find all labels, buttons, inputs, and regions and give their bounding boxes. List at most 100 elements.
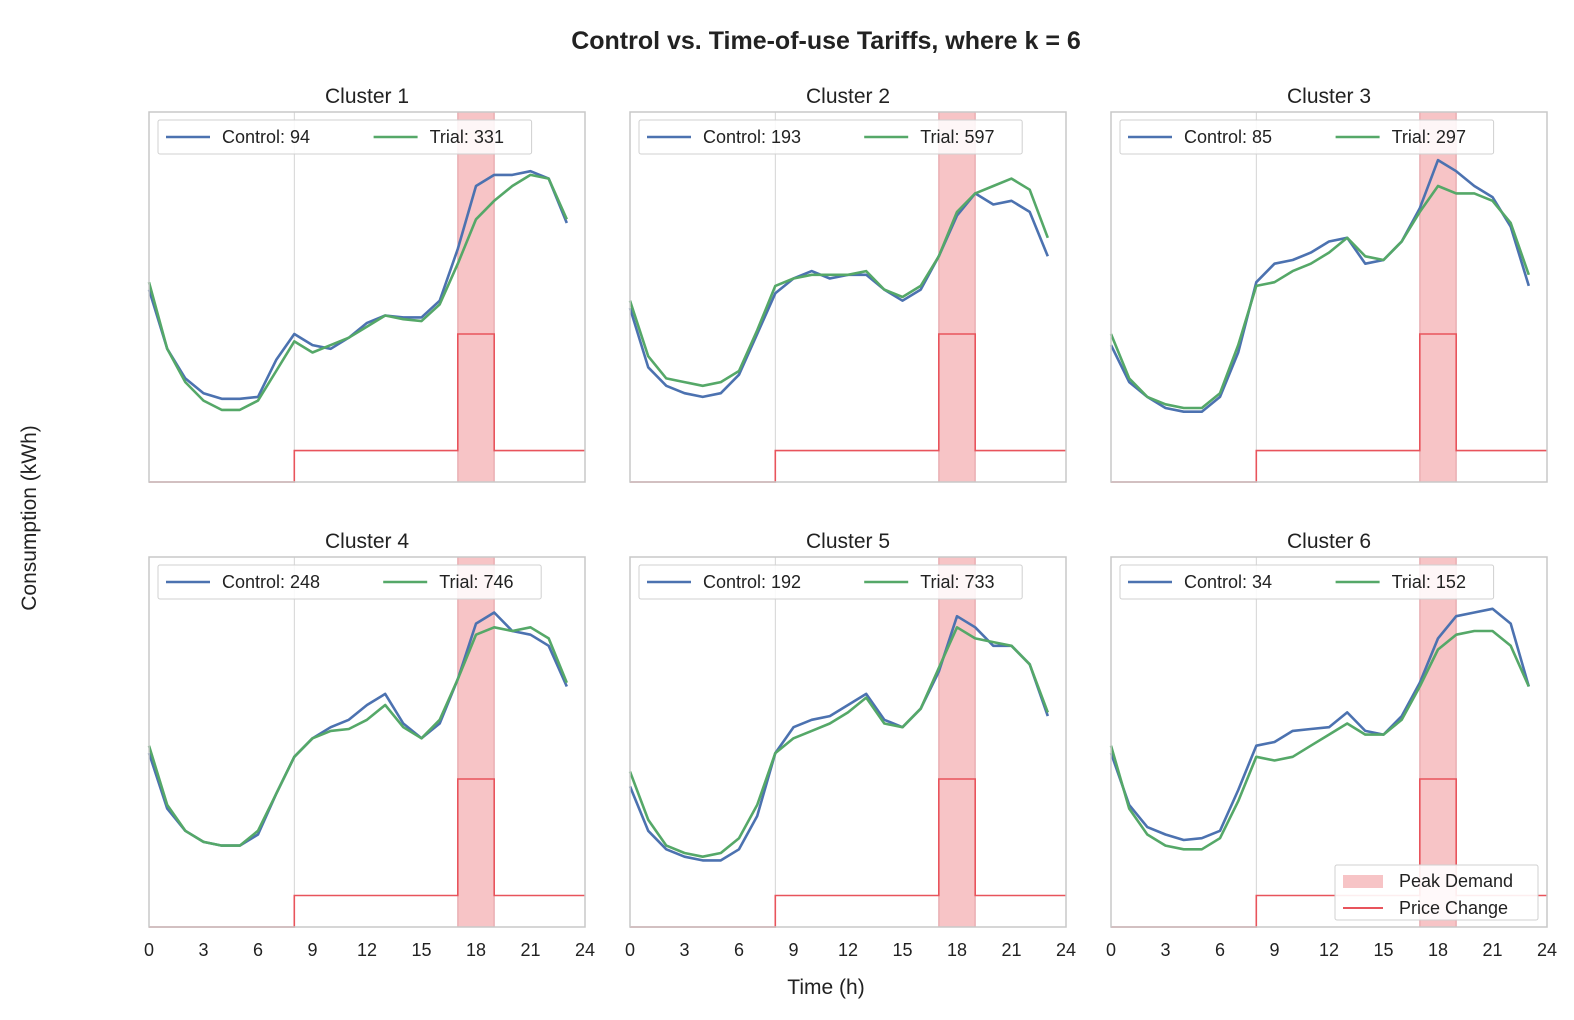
panel-2-peak-demand-band <box>938 111 976 483</box>
overlay-legend-peak-swatch <box>1343 875 1383 888</box>
panel-4-legend-control-label: Control: 248 <box>222 572 320 592</box>
panel-6-legend-control-label: Control: 34 <box>1184 572 1272 592</box>
panel-5-x-tick-label: 24 <box>1056 940 1076 960</box>
panel-5-x-tick-label: 3 <box>679 940 689 960</box>
panel-4-legend: Control: 248 Trial: 746 <box>157 564 542 600</box>
panel-5-frame <box>629 556 1067 928</box>
panel-4-x-tick-label: 15 <box>411 940 431 960</box>
panel-5: Cluster 5 0 3 6 9 12 15 18 21 24 Control: 192 Trial… <box>625 530 1076 960</box>
panel-1: Cluster 1 Control: 94 Trial: 331 <box>147 85 586 483</box>
panel-1-legend-trial-label: Trial: 331 <box>430 127 504 147</box>
panel-4-plot-area <box>149 557 585 927</box>
y-axis-label: Consumption (kWh) <box>18 425 41 611</box>
panel-2-title: Cluster 2 <box>806 85 890 108</box>
panel-1-plot-area <box>149 112 585 482</box>
panel-4-x-tick-label: 24 <box>575 940 595 960</box>
panel-4-legend-box <box>157 564 542 600</box>
panel-5-x-tick-label: 9 <box>788 940 798 960</box>
panel-1-trial-line <box>147 173 568 412</box>
panel-1-legend-box <box>157 119 533 155</box>
panel-4-peak-demand-band <box>457 556 495 928</box>
overlay-legend-price-label: Price Change <box>1399 898 1508 918</box>
panel-3-title: Cluster 3 <box>1287 85 1371 108</box>
panel-3-legend: Control: 85 Trial: 297 <box>1119 119 1495 155</box>
panel-2-frame <box>629 111 1067 483</box>
panel-1-frame <box>148 111 586 483</box>
panel-6-x-tick-label: 6 <box>1215 940 1225 960</box>
panel-2-control-line <box>628 192 1050 399</box>
panel-6-x-tick-label: 12 <box>1319 940 1339 960</box>
panel-4-x-tick-label: 0 <box>144 940 154 960</box>
panel-6-x-tick-label: 21 <box>1482 940 1502 960</box>
overlay-legend-box <box>1334 864 1539 921</box>
panel-2-legend: Control: 193 Trial: 597 <box>638 119 1023 155</box>
panel-6-x-tick-label: 9 <box>1269 940 1279 960</box>
panel-6: Cluster 6 0 3 6 9 12 15 18 21 24 Control: 34 Trial:… <box>1106 530 1557 960</box>
panel-5-price-change-line <box>630 778 1066 928</box>
panel-4-frame <box>148 556 586 928</box>
panel-5-plot-area <box>630 557 1066 927</box>
panel-5-legend-control-label: Control: 192 <box>703 572 801 592</box>
panel-3-frame <box>1110 111 1548 483</box>
panel-2-legend-trial-label: Trial: 597 <box>920 127 994 147</box>
panel-5-legend-trial-label: Trial: 733 <box>920 572 994 592</box>
panel-3-legend-box <box>1119 119 1495 155</box>
panel-6-legend-box <box>1119 564 1495 600</box>
panel-1-legend-control-label: Control: 94 <box>222 127 310 147</box>
panel-5-x-tick-label: 12 <box>838 940 858 960</box>
panel-6-x-tick-label: 0 <box>1106 940 1116 960</box>
panel-5-trial-line <box>628 625 1050 859</box>
panel-5-x-tick-label: 21 <box>1001 940 1021 960</box>
panel-6-legend: Control: 34 Trial: 152 <box>1119 564 1495 600</box>
panel-5-control-line <box>628 614 1050 862</box>
panel-1-peak-demand-band <box>457 111 495 483</box>
panel-6-x-tick-label: 3 <box>1160 940 1170 960</box>
panel-3: Cluster 3 Control: 85 Trial: 297 <box>1109 85 1548 483</box>
panel-6-control-line <box>1109 607 1531 842</box>
panel-3-trial-line <box>1109 184 1531 410</box>
panel-6-title: Cluster 6 <box>1287 530 1371 553</box>
panel-2-trial-line <box>628 177 1050 388</box>
panel-4-x-tick-label: 6 <box>253 940 263 960</box>
panel-5-peak-demand-band <box>938 556 976 928</box>
panel-1-control-line <box>147 169 569 401</box>
panel-2-plot-area <box>630 112 1066 482</box>
panel-3-price-change-line <box>1111 333 1547 483</box>
panel-4-price-change-line <box>149 778 585 928</box>
panel-2-legend-control-label: Control: 193 <box>703 127 801 147</box>
panel-4-x-tick-label: 18 <box>466 940 486 960</box>
panel-4-x-tick-label: 12 <box>357 940 377 960</box>
overlay-legend: Peak Demand Price Change <box>1334 864 1539 921</box>
panel-2-price-change-line <box>630 333 1066 483</box>
panel-5-x-tick-label: 15 <box>892 940 912 960</box>
panel-6-frame <box>1110 556 1548 928</box>
panel-5-legend-box <box>638 564 1023 600</box>
panel-4-legend-trial-label: Trial: 746 <box>439 572 513 592</box>
panel-5-x-tick-label: 0 <box>625 940 635 960</box>
panel-4-x-tick-label: 21 <box>520 940 540 960</box>
panel-3-legend-trial-label: Trial: 297 <box>1392 127 1466 147</box>
panel-5-x-tick-label: 6 <box>734 940 744 960</box>
panel-1-legend: Control: 94 Trial: 331 <box>157 119 533 155</box>
panel-3-control-line <box>1109 158 1531 414</box>
panel-1-price-change-line <box>149 333 585 483</box>
overlay-legend-peak-label: Peak Demand <box>1399 871 1513 891</box>
panel-4: Cluster 4 0 3 6 9 12 15 18 21 24 Control: 248 Trial… <box>144 530 595 960</box>
panel-4-trial-line <box>147 625 569 847</box>
x-axis-label: Time (h) <box>787 976 864 999</box>
panel-4-x-tick-label: 9 <box>307 940 317 960</box>
panel-6-legend-trial-label: Trial: 152 <box>1392 572 1466 592</box>
panel-4-title: Cluster 4 <box>325 530 409 553</box>
panel-1-title: Cluster 1 <box>325 85 409 108</box>
panel-2-legend-box <box>638 119 1023 155</box>
panel-5-legend: Control: 192 Trial: 733 <box>638 564 1023 600</box>
panel-5-x-tick-label: 18 <box>947 940 967 960</box>
panel-6-trial-line <box>1109 629 1530 851</box>
panel-3-legend-control-label: Control: 85 <box>1184 127 1272 147</box>
panel-6-x-tick-label: 15 <box>1373 940 1393 960</box>
panel-6-x-tick-label: 24 <box>1537 940 1557 960</box>
panel-4-x-tick-label: 3 <box>198 940 208 960</box>
